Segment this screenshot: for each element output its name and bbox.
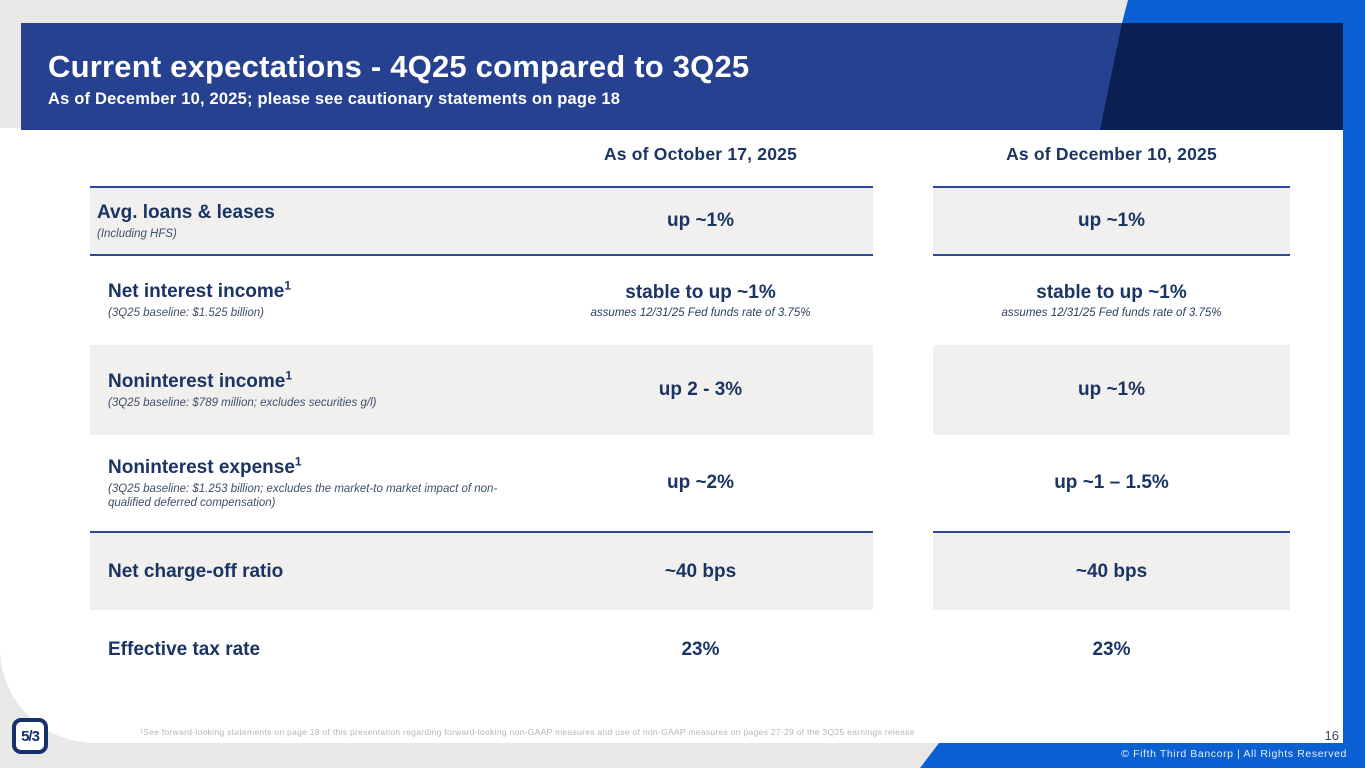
table-row-label: Effective tax rate — [90, 610, 528, 690]
row-label-text: Avg. loans & leases — [97, 201, 275, 223]
page-number: 16 — [1324, 728, 1339, 743]
row-label-text: Net charge-off ratio — [108, 560, 284, 582]
table-row-label: Noninterest expense1 (3Q25 baseline: $1.… — [90, 435, 528, 533]
row-label-text: Effective tax rate — [108, 639, 261, 660]
table-value-october: ~40 bps — [528, 533, 873, 610]
column-header-october: As of October 17, 2025 — [603, 144, 798, 164]
value-text: up ~1% — [1077, 210, 1146, 231]
column-gap — [873, 256, 933, 345]
value-note: assumes 12/31/25 Fed funds rate of 3.75% — [590, 306, 811, 319]
column-gap — [873, 533, 933, 610]
table-row-label: Avg. loans & leases (Including HFS) — [90, 186, 528, 256]
value-text: ~40 bps — [664, 560, 737, 582]
table-row-label: Net charge-off ratio — [90, 533, 528, 610]
row-label-note: (3Q25 baseline: $1.525 billion) — [108, 307, 264, 319]
table-value-december: 23% — [933, 610, 1290, 690]
table-value-october: stable to up ~1% assumes 12/31/25 Fed fu… — [528, 256, 873, 345]
header-banner: Current expectations - 4Q25 compared to … — [21, 23, 1343, 130]
footnote-marker: 1 — [284, 278, 292, 293]
value-text: 23% — [681, 639, 720, 660]
value-text: up ~1% — [1077, 379, 1146, 400]
slide-subtitle: As of December 10, 2025; please see caut… — [48, 90, 621, 108]
row-label-text: Noninterest expense1 — [108, 454, 302, 478]
table-value-october: up ~1% — [528, 186, 873, 256]
value-text: up ~1% — [666, 210, 735, 231]
row-label-text: Net interest income1 — [108, 278, 292, 302]
column-gap — [873, 610, 933, 690]
table-value-december: ~40 bps — [933, 533, 1290, 610]
column-gap — [873, 186, 933, 256]
logo-glyph: 5/3 — [21, 727, 40, 745]
column-gap — [873, 140, 933, 186]
table-value-october: 23% — [528, 610, 873, 690]
row-label-note: (Including HFS) — [97, 227, 177, 240]
table-corner-spacer — [90, 140, 528, 186]
footnote-marker: 1 — [294, 454, 302, 469]
fifth-third-logo-shield-icon: 5/3 — [16, 722, 44, 750]
table-row-label: Noninterest income1 (3Q25 baseline: $789… — [90, 345, 528, 435]
fifth-third-logo: 5/3 — [12, 718, 48, 754]
value-text: up ~2% — [666, 472, 735, 493]
footnote-marker: 1 — [285, 368, 293, 383]
table-value-december: up ~1% — [933, 345, 1290, 435]
column-gap — [873, 345, 933, 435]
value-note: assumes 12/31/25 Fed funds rate of 3.75% — [1001, 306, 1222, 319]
row-label-text: Noninterest income1 — [108, 368, 293, 392]
table-row-label: Net interest income1 (3Q25 baseline: $1.… — [90, 256, 528, 345]
table-value-december: stable to up ~1% assumes 12/31/25 Fed fu… — [933, 256, 1290, 345]
value-text: up ~1 – 1.5% — [1054, 472, 1169, 493]
value-text: 23% — [1092, 639, 1131, 660]
slide-footnote: ¹See forward-looking statements on page … — [140, 727, 915, 737]
header-decoration-wedge — [1100, 23, 1343, 130]
value-text: stable to up ~1% — [1036, 281, 1187, 303]
table-value-december: up ~1 – 1.5% — [933, 435, 1290, 533]
table-value-december: up ~1% — [933, 186, 1290, 256]
copyright-text: © Fifth Third Bancorp | All Rights Reser… — [1121, 748, 1347, 760]
column-header-december: As of December 10, 2025 — [1006, 144, 1217, 164]
row-label-note: (3Q25 baseline: $1.253 billion; excludes… — [108, 482, 498, 509]
table-value-october: up 2 - 3% — [528, 345, 873, 435]
table-value-october: up ~2% — [528, 435, 873, 533]
row-label-note: (3Q25 baseline: $789 million; excludes s… — [108, 396, 377, 409]
column-gap — [873, 435, 933, 533]
value-text: stable to up ~1% — [625, 281, 776, 303]
value-text: ~40 bps — [1075, 560, 1148, 582]
slide-title: Current expectations - 4Q25 compared to … — [48, 49, 750, 84]
expectations-table: As of October 17, 2025 As of December 10… — [90, 140, 1290, 690]
value-text: up 2 - 3% — [658, 379, 743, 400]
